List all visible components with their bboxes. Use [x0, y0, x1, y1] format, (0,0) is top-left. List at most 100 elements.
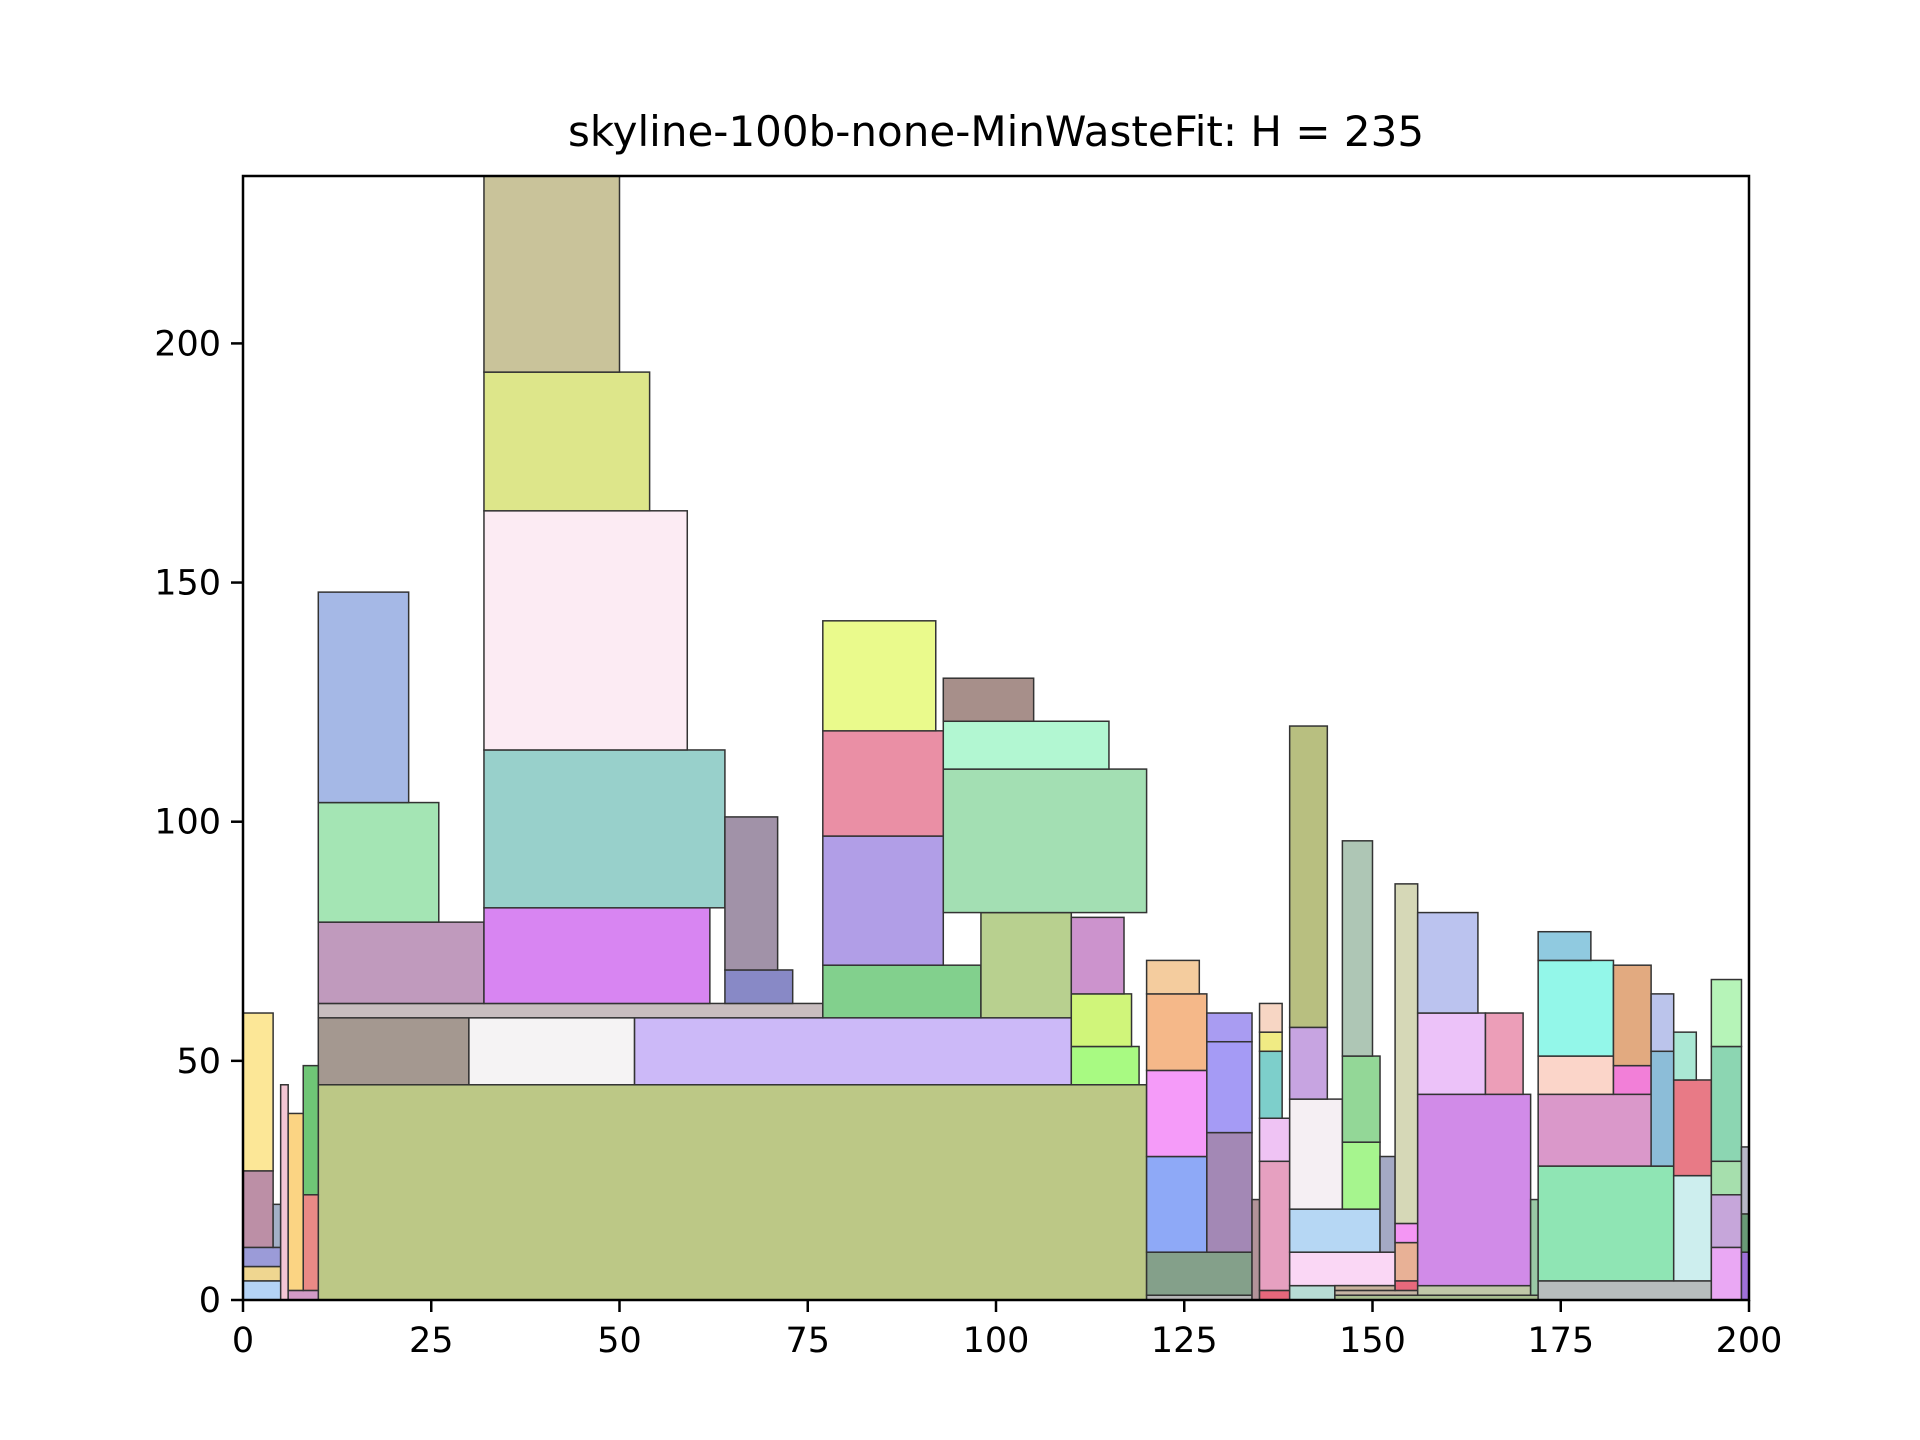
packed-rect [1251, 1198, 1261, 1301]
x-tick-label: 0 [232, 1321, 254, 1361]
packed-rect [302, 1194, 320, 1292]
packed-rect [1537, 1055, 1615, 1096]
packed-rect [242, 1170, 274, 1249]
x-tick-label: 25 [409, 1321, 454, 1361]
packed-rect [1537, 930, 1592, 962]
packed-rect [1258, 1117, 1291, 1163]
packed-rect [1394, 1280, 1419, 1292]
packed-rect [1710, 1045, 1743, 1163]
packed-rect [1710, 1246, 1743, 1301]
packed-rect [1672, 1031, 1698, 1081]
packed-rect [1288, 725, 1329, 1029]
x-tick-label: 200 [1716, 1321, 1783, 1361]
packed-rect [317, 591, 410, 804]
packed-rect [1537, 959, 1615, 1057]
y-tick-label: 100 [154, 803, 221, 843]
packed-rect [942, 677, 1035, 723]
y-tick-label: 200 [154, 324, 221, 364]
packed-rect [822, 964, 982, 1019]
packed-rect [1206, 1012, 1253, 1043]
packed-rect [1258, 1289, 1291, 1301]
packed-rect [1145, 1069, 1208, 1158]
packed-rect [1288, 1208, 1381, 1253]
packed-rect [1288, 1026, 1329, 1100]
packed-rect [317, 1017, 470, 1086]
packed-rect [1258, 1002, 1283, 1033]
packed-rect [724, 969, 794, 1005]
packed-rect [1145, 1155, 1208, 1253]
packed-rect [468, 1017, 636, 1086]
packed-rect [1612, 964, 1652, 1067]
packed-rect [242, 1265, 282, 1282]
packed-rect [317, 801, 440, 923]
packed-rect [1394, 1241, 1419, 1282]
packed-rect [1288, 1284, 1336, 1301]
packed-rect [724, 816, 779, 971]
packed-rect [483, 510, 689, 751]
x-axis: 0 25 50 75 100 125 150 175 200 [232, 1300, 1783, 1361]
packed-rect [633, 1017, 1073, 1086]
packed-rect [483, 371, 651, 512]
packed-rect [1672, 1174, 1713, 1282]
packed-rect [1258, 1031, 1283, 1053]
packed-rect [1145, 959, 1201, 995]
packed-rect [317, 921, 485, 1005]
packed-rect [1341, 1055, 1381, 1143]
x-tick-label: 50 [597, 1321, 642, 1361]
packed-rect [242, 1246, 282, 1268]
packed-rect [287, 1112, 304, 1292]
packed-rect [980, 911, 1073, 1019]
packed-rect [822, 835, 945, 966]
packed-rect [942, 720, 1110, 770]
packed-rect [483, 907, 711, 1005]
packed-rect [822, 620, 937, 732]
packed-rect [279, 1084, 289, 1301]
packed-rect [1416, 1012, 1487, 1096]
y-tick-label: 150 [154, 564, 221, 604]
packed-rect [942, 768, 1148, 914]
packed-rect [1206, 1131, 1253, 1253]
packed-rect [1258, 1160, 1291, 1292]
packed-rect [1394, 883, 1419, 1225]
packed-rect [1710, 978, 1743, 1048]
packed-rect [822, 730, 945, 837]
x-tick-label: 75 [785, 1321, 830, 1361]
packed-rect [483, 175, 621, 373]
packed-rect [1416, 1284, 1532, 1296]
packed-rect [1145, 993, 1208, 1072]
packed-rectangles [242, 175, 1750, 1301]
x-tick-label: 150 [1339, 1321, 1406, 1361]
packed-rect [287, 1289, 320, 1301]
packed-rect [302, 1064, 320, 1196]
packed-rect [1650, 993, 1675, 1053]
packed-rect [1070, 916, 1125, 995]
packed-rect [1145, 1251, 1253, 1296]
packed-rect [1672, 1079, 1713, 1177]
packed-rect [1334, 1284, 1396, 1292]
packed-rect [1206, 1040, 1253, 1134]
y-tick-label: 50 [176, 1042, 221, 1082]
packed-rect [1710, 1160, 1743, 1196]
x-tick-label: 100 [963, 1321, 1030, 1361]
x-tick-label: 125 [1151, 1321, 1218, 1361]
packed-rect [1416, 1093, 1532, 1287]
packed-rect [1394, 1222, 1419, 1244]
x-tick-label: 175 [1527, 1321, 1594, 1361]
packed-rect [1288, 1098, 1344, 1210]
packed-rect [1258, 1050, 1283, 1120]
packed-rect [1341, 840, 1374, 1057]
packed-rect [483, 749, 726, 909]
packed-rect [1070, 1045, 1140, 1086]
plot-area [241, 174, 1751, 1302]
packed-rect [1529, 1198, 1539, 1296]
packed-rect [1537, 1280, 1713, 1301]
packed-rect [1416, 911, 1479, 1014]
packed-rect [242, 1012, 274, 1172]
chart-title: skyline-100b-none-MinWasteFit: H = 235 [568, 107, 1424, 156]
packed-rect [317, 1084, 1148, 1301]
packed-rect [1288, 1251, 1396, 1287]
packed-rect [1650, 1050, 1675, 1167]
y-axis: 0 50 100 150 200 [154, 324, 243, 1321]
packed-rect [317, 1002, 824, 1019]
